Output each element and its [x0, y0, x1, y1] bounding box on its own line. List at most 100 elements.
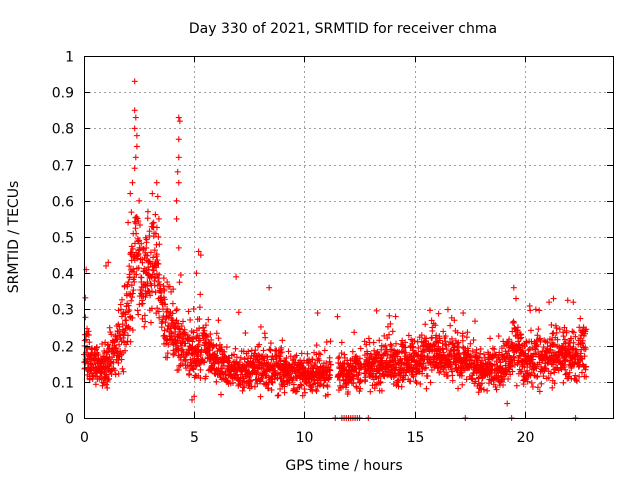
data-point — [123, 341, 130, 348]
data-point — [118, 338, 125, 345]
data-point — [562, 358, 569, 365]
data-point — [533, 365, 540, 372]
data-point — [174, 168, 181, 175]
data-point — [405, 332, 412, 339]
data-point — [178, 342, 185, 349]
data-point — [125, 302, 132, 309]
data-point — [578, 332, 585, 339]
data-point — [435, 310, 442, 317]
data-point — [553, 329, 560, 336]
data-point — [442, 333, 449, 340]
data-point — [242, 329, 249, 336]
y-tick-label: 0.7 — [52, 159, 74, 175]
data-point — [136, 222, 143, 229]
data-point — [484, 387, 491, 394]
data-point — [432, 322, 439, 329]
data-point — [429, 324, 436, 331]
data-point — [549, 330, 556, 337]
data-point — [268, 386, 275, 393]
data-point — [576, 373, 583, 380]
data-point — [118, 356, 125, 363]
data-point — [126, 325, 133, 332]
data-point — [137, 286, 144, 293]
data-point — [469, 376, 476, 383]
data-point — [518, 368, 525, 375]
data-point — [463, 376, 470, 383]
data-point — [327, 361, 334, 368]
y-axis-label: SRMTID / TECUs — [6, 181, 22, 294]
data-point — [532, 306, 539, 313]
data-point — [572, 372, 579, 379]
data-point — [509, 368, 516, 375]
data-point — [550, 361, 557, 368]
data-point — [378, 387, 385, 394]
data-point — [547, 346, 554, 353]
data-point — [119, 296, 126, 303]
data-point — [257, 393, 264, 400]
data-point — [393, 340, 400, 347]
data-point — [564, 297, 571, 304]
data-point — [423, 364, 430, 371]
data-point — [128, 209, 135, 216]
data-point — [509, 328, 516, 335]
data-point — [353, 384, 360, 391]
data-point — [511, 362, 518, 369]
data-point — [112, 371, 119, 378]
data-point — [237, 354, 244, 361]
data-point — [480, 386, 487, 393]
data-point — [495, 333, 502, 340]
data-point — [326, 366, 333, 373]
data-point — [357, 345, 364, 352]
data-point — [395, 349, 402, 356]
data-point — [113, 345, 120, 352]
data-point — [155, 233, 162, 240]
data-point — [129, 245, 136, 252]
data-point — [196, 361, 203, 368]
data-point — [262, 334, 269, 341]
data-point — [167, 333, 174, 340]
data-point — [202, 322, 209, 329]
data-point — [469, 348, 476, 355]
data-point — [247, 378, 254, 385]
data-point — [213, 342, 220, 349]
data-point — [409, 344, 416, 351]
data-point — [176, 362, 183, 369]
data-point — [430, 342, 437, 349]
data-point — [527, 307, 534, 314]
data-point — [336, 354, 343, 361]
data-point — [475, 389, 482, 396]
data-point — [269, 379, 276, 386]
data-point — [423, 385, 430, 392]
data-point — [123, 317, 130, 324]
data-point — [373, 307, 380, 314]
data-point — [103, 372, 110, 379]
data-point — [470, 337, 477, 344]
data-point — [139, 300, 146, 307]
data-point — [324, 383, 331, 390]
data-point — [279, 337, 286, 344]
data-point — [213, 330, 220, 337]
data-point — [283, 354, 290, 361]
data-point — [205, 316, 212, 323]
data-point — [561, 363, 568, 370]
data-point — [153, 179, 160, 186]
data-point — [193, 362, 200, 369]
data-point — [175, 244, 182, 251]
data-point — [152, 230, 159, 237]
data-point — [290, 381, 297, 388]
data-point — [116, 341, 123, 348]
data-point — [235, 309, 242, 316]
data-point — [150, 219, 157, 226]
data-point — [82, 294, 89, 301]
data-point — [298, 382, 305, 389]
data-point — [201, 358, 208, 365]
data-point — [84, 325, 91, 332]
data-point — [560, 379, 567, 386]
data-point — [173, 197, 180, 204]
data-point — [154, 305, 161, 312]
data-point — [381, 373, 388, 380]
data-point — [198, 346, 205, 353]
y-tick-label: 0.1 — [52, 376, 74, 392]
data-point — [213, 378, 220, 385]
